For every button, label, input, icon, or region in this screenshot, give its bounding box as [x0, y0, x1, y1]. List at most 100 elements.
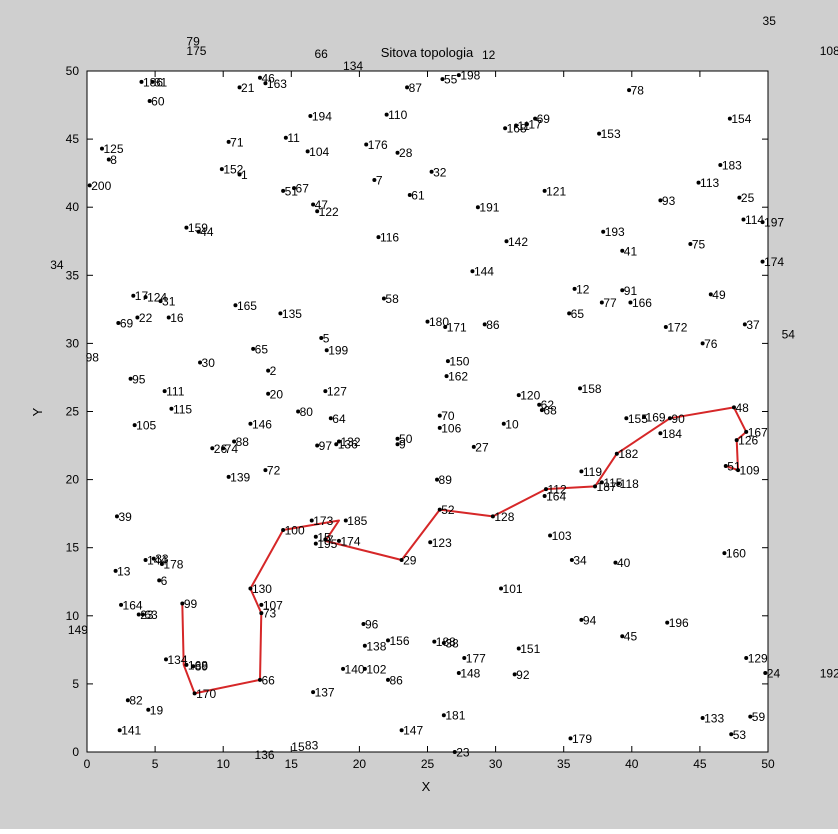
node-label: 162: [448, 370, 468, 384]
node-label: 97: [319, 439, 333, 453]
node-label: 7: [376, 173, 383, 187]
node-point: [428, 540, 433, 545]
x-axis-label: X: [422, 779, 431, 794]
node-label: 51: [727, 459, 741, 473]
outside-node-label: 175: [186, 44, 206, 58]
outside-node-label: 192: [820, 667, 838, 681]
node-point: [158, 299, 163, 304]
node-label: 76: [704, 337, 718, 351]
node-point: [741, 217, 746, 222]
node-point: [125, 698, 130, 703]
outside-node-label: 12: [482, 48, 496, 62]
node-point: [146, 707, 151, 712]
node-point: [128, 376, 133, 381]
node-label: 37: [746, 318, 760, 332]
node-label: 118: [620, 477, 639, 491]
node-label: 109: [740, 464, 760, 478]
node-label: 44: [200, 225, 214, 239]
node-label: 134: [167, 653, 187, 667]
node-point: [441, 713, 446, 718]
node-point: [501, 421, 506, 426]
node-point: [437, 413, 442, 418]
node-point: [663, 325, 668, 330]
x-tick-label: 30: [489, 757, 503, 771]
node-label: 110: [388, 108, 407, 122]
node-label: 65: [571, 307, 585, 321]
node-point: [143, 295, 148, 300]
node-label: 90: [671, 412, 685, 426]
node-point: [443, 325, 448, 330]
node-point: [237, 85, 242, 90]
node-point: [763, 671, 768, 676]
node-label: 168: [188, 658, 208, 672]
node-point: [432, 639, 437, 644]
node-label: 128: [494, 510, 514, 524]
node-label: 170: [196, 687, 216, 701]
node-point: [259, 611, 264, 616]
node-point: [601, 229, 606, 234]
node-label: 176: [368, 138, 388, 152]
y-axis-label: Y: [30, 407, 45, 416]
node-point: [627, 88, 632, 93]
node-point: [309, 518, 314, 523]
node-label: 163: [267, 77, 287, 91]
node-label: 185: [347, 514, 367, 528]
node-point: [336, 538, 341, 543]
node-label: 137: [315, 686, 335, 700]
x-tick-label: 25: [421, 757, 435, 771]
node-point: [196, 229, 201, 234]
node-point: [364, 142, 369, 147]
axes-background: [87, 71, 768, 752]
node-label: 196: [669, 616, 689, 630]
node-label: 71: [230, 135, 244, 149]
node-point: [259, 602, 264, 607]
node-point: [251, 346, 256, 351]
node-point: [257, 677, 262, 682]
node-point: [147, 98, 152, 103]
outside-node-label: 15: [291, 740, 305, 754]
node-label: 88: [236, 435, 250, 449]
node-label: 177: [466, 652, 486, 666]
outside-node-label: 98: [86, 351, 100, 365]
node-point: [319, 335, 324, 340]
node-label: 181: [445, 709, 465, 723]
node-label: 132: [340, 435, 360, 449]
node-point: [376, 235, 381, 240]
node-label: 169: [646, 410, 666, 424]
x-tick-label: 50: [761, 757, 775, 771]
node-label: 199: [328, 344, 348, 358]
node-point: [727, 116, 732, 121]
y-tick-label: 50: [66, 64, 80, 78]
node-label: 159: [188, 221, 208, 235]
node-label: 135: [282, 307, 302, 321]
node-label: 16: [170, 311, 184, 325]
node-point: [184, 662, 189, 667]
node-label: 89: [195, 660, 209, 674]
node-label: 115: [603, 476, 622, 490]
y-tick-label: 10: [66, 609, 80, 623]
node-point: [324, 348, 329, 353]
node-point: [437, 507, 442, 512]
node-label: 125: [103, 142, 123, 156]
node-label: 102: [366, 662, 386, 676]
node-label: 103: [552, 529, 572, 543]
node-point: [475, 205, 480, 210]
node-label: 28: [399, 146, 413, 160]
node-label: 188: [436, 635, 456, 649]
node-label: 45: [624, 630, 638, 644]
node-point: [362, 666, 367, 671]
node-label: 33: [155, 552, 169, 566]
node-point: [263, 81, 268, 86]
node-label: 9: [399, 438, 406, 452]
node-label: 152: [223, 163, 243, 177]
node-point: [313, 534, 318, 539]
node-label: 184: [662, 427, 682, 441]
node-label: 198: [460, 69, 480, 83]
node-point: [616, 481, 621, 486]
node-label: 150: [449, 355, 469, 369]
node-label: 186: [143, 75, 163, 89]
node-point: [658, 198, 663, 203]
node-point: [140, 612, 145, 617]
outside-node-label: 83: [305, 739, 319, 753]
